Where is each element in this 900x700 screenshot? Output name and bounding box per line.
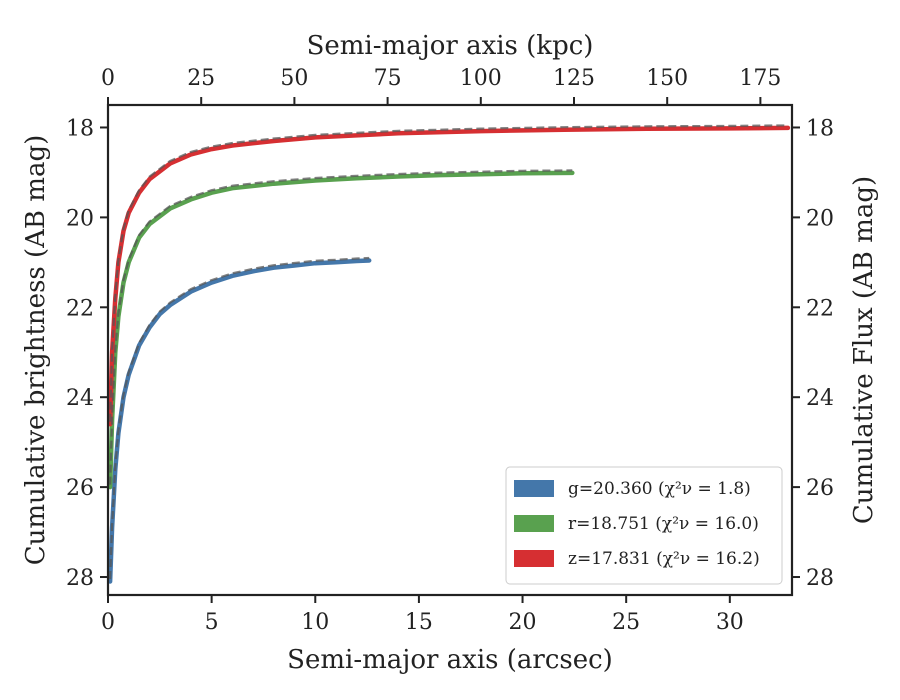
- x-top-axis-title: Semi-major axis (kpc): [307, 31, 594, 61]
- plot-frame: [106, 103, 794, 597]
- x-top-tick-label: 25: [187, 66, 215, 91]
- model-curves: [109, 124, 788, 580]
- x-top-tick-label: 125: [553, 66, 595, 91]
- x-tick-label: 15: [405, 610, 433, 635]
- model-line-r: [109, 169, 573, 485]
- series-line-r: [107, 170, 575, 490]
- y-right-axis-title: Cumulative Flux (AB mag): [849, 176, 879, 524]
- x-tick-label: 5: [205, 610, 219, 635]
- y-tick-label: 28: [66, 566, 94, 591]
- y-right-tick-label: 20: [806, 206, 834, 231]
- model-line-g: [109, 256, 370, 580]
- x-top-tick-label: 150: [646, 66, 688, 91]
- y-tick-label: 20: [66, 206, 94, 231]
- x-top-tick-label: 0: [101, 66, 115, 91]
- series-line-z: [107, 125, 791, 427]
- x-axis-title: Semi-major axis (arcsec): [287, 645, 613, 675]
- legend-label-r: r=18.751 (χ²ν = 16.0): [568, 514, 759, 534]
- axis-ticks: 0 5 10 15 20 25 30 0 25 50 75 100 125 150 175 18 18 20 20 2…: [66, 66, 834, 635]
- x-top-tick-label: 50: [280, 66, 308, 91]
- y-tick-label: 24: [66, 386, 94, 411]
- legend-swatch-r: [514, 515, 554, 532]
- y-tick-label: 26: [66, 476, 94, 501]
- x-top-tick-label: 175: [739, 66, 781, 91]
- legend-swatch-z: [514, 550, 554, 567]
- model-line-z: [109, 124, 788, 422]
- x-tick-label: 30: [716, 610, 744, 635]
- legend: g=20.360 (χ²ν = 1.8) r=18.751 (χ²ν = 16.0…: [505, 466, 783, 585]
- x-top-tick-label: 75: [374, 66, 402, 91]
- y-axis-title: Cumulative brightness (AB mag): [21, 135, 51, 566]
- x-tick-label: 0: [101, 610, 115, 635]
- x-tick-label: 20: [509, 610, 537, 635]
- y-tick-label: 22: [66, 296, 94, 321]
- series-line-g: [107, 258, 372, 584]
- legend-label-z: z=17.831 (χ²ν = 16.2): [568, 549, 760, 569]
- x-tick-label: 10: [301, 610, 329, 635]
- x-top-tick-label: 100: [460, 66, 502, 91]
- y-right-tick-label: 24: [806, 386, 834, 411]
- legend-items: g=20.360 (χ²ν = 1.8) r=18.751 (χ²ν = 16.0…: [514, 479, 760, 569]
- y-right-tick-label: 22: [806, 296, 834, 321]
- y-right-tick-label: 28: [806, 566, 834, 591]
- legend-label-g: g=20.360 (χ²ν = 1.8): [568, 479, 751, 499]
- y-right-tick-label: 26: [806, 476, 834, 501]
- legend-box: [505, 466, 783, 585]
- legend-swatch-g: [514, 480, 554, 497]
- x-tick-label: 25: [612, 610, 640, 635]
- y-right-tick-label: 18: [806, 116, 834, 141]
- y-tick-label: 18: [66, 116, 94, 141]
